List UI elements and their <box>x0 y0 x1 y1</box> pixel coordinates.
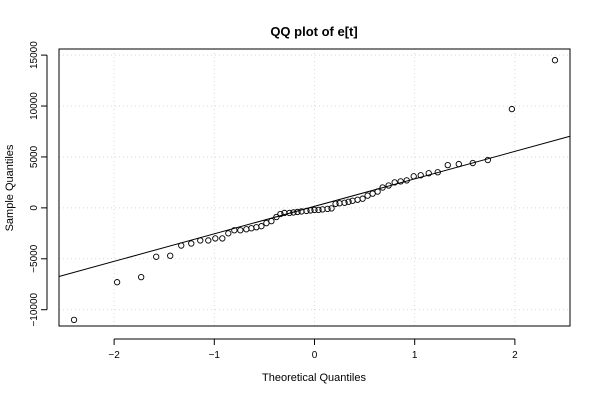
y-tick-label-4: 10000 <box>29 92 40 120</box>
data-point-16 <box>253 224 260 231</box>
data-point-17 <box>258 223 265 230</box>
data-point-25 <box>294 208 301 216</box>
data-point-14 <box>243 226 250 233</box>
data-point-46 <box>391 179 398 186</box>
plot-frame <box>58 48 571 327</box>
data-point-49 <box>410 173 417 180</box>
data-point-51 <box>425 170 432 177</box>
data-point-36 <box>341 199 348 206</box>
data-point-1 <box>113 279 121 286</box>
y-tick-label-1: −5000 <box>29 244 40 273</box>
data-point-6 <box>188 240 195 247</box>
data-point-7 <box>197 237 204 244</box>
data-point-45 <box>385 182 392 189</box>
data-point-9 <box>212 235 219 242</box>
data-point-40 <box>359 195 366 202</box>
data-point-33 <box>328 205 335 212</box>
x-tick-label-0: −2 <box>108 350 120 361</box>
data-point-0 <box>70 316 78 324</box>
x-tick-label-4: 2 <box>512 350 518 361</box>
data-point-48 <box>403 177 410 184</box>
y-tick-label-0: −10000 <box>29 292 40 326</box>
data-point-44 <box>379 184 386 191</box>
data-point-4 <box>167 252 174 259</box>
y-axis: −10000 −5000 0 5000 10000 15000 <box>29 41 48 327</box>
data-point-43 <box>374 188 381 195</box>
x-tick-label-1: −1 <box>209 350 221 361</box>
data-point-31 <box>319 206 326 213</box>
data-point-19 <box>268 217 275 225</box>
data-point-54 <box>455 160 462 168</box>
data-point-5 <box>178 242 185 249</box>
x-axis: −2 −1 0 1 2 <box>108 338 518 361</box>
data-point-13 <box>237 227 244 234</box>
data-point-56 <box>484 156 491 164</box>
data-point-20 <box>273 213 280 221</box>
x-tick-label-3: 1 <box>412 350 418 361</box>
data-point-23 <box>286 209 293 217</box>
data-point-30 <box>315 206 322 214</box>
y-axis-label: Sample Quantiles <box>4 144 16 231</box>
data-point-15 <box>248 225 255 232</box>
data-point-27 <box>303 207 310 215</box>
data-point-58 <box>551 57 559 64</box>
data-point-29 <box>311 206 318 214</box>
data-point-10 <box>219 235 226 242</box>
data-point-21 <box>277 210 284 218</box>
y-tick-label-5: 15000 <box>29 41 40 69</box>
data-point-11 <box>225 230 232 237</box>
data-point-37 <box>345 198 352 205</box>
data-point-8 <box>205 237 212 244</box>
y-tick-label-2: 0 <box>29 205 40 211</box>
data-point-34 <box>332 200 339 207</box>
data-point-55 <box>469 159 476 167</box>
data-point-3 <box>153 253 160 260</box>
y-tick-label-3: 5000 <box>29 145 40 168</box>
chart-title: QQ plot of e[t] <box>270 24 357 39</box>
data-point-39 <box>354 196 361 203</box>
x-axis-label: Theoretical Quantiles <box>262 372 366 384</box>
data-point-28 <box>307 207 314 214</box>
data-point-52 <box>434 169 441 176</box>
data-point-57 <box>508 105 516 113</box>
data-point-2 <box>138 273 145 281</box>
data-point-12 <box>231 227 238 234</box>
data-points <box>70 57 559 324</box>
data-point-24 <box>290 209 297 216</box>
grid <box>59 49 570 326</box>
data-point-50 <box>417 172 424 179</box>
x-tick-label-2: 0 <box>312 350 318 361</box>
data-point-32 <box>324 205 331 213</box>
data-point-35 <box>336 200 343 207</box>
data-point-53 <box>444 161 451 169</box>
data-point-47 <box>397 178 404 185</box>
